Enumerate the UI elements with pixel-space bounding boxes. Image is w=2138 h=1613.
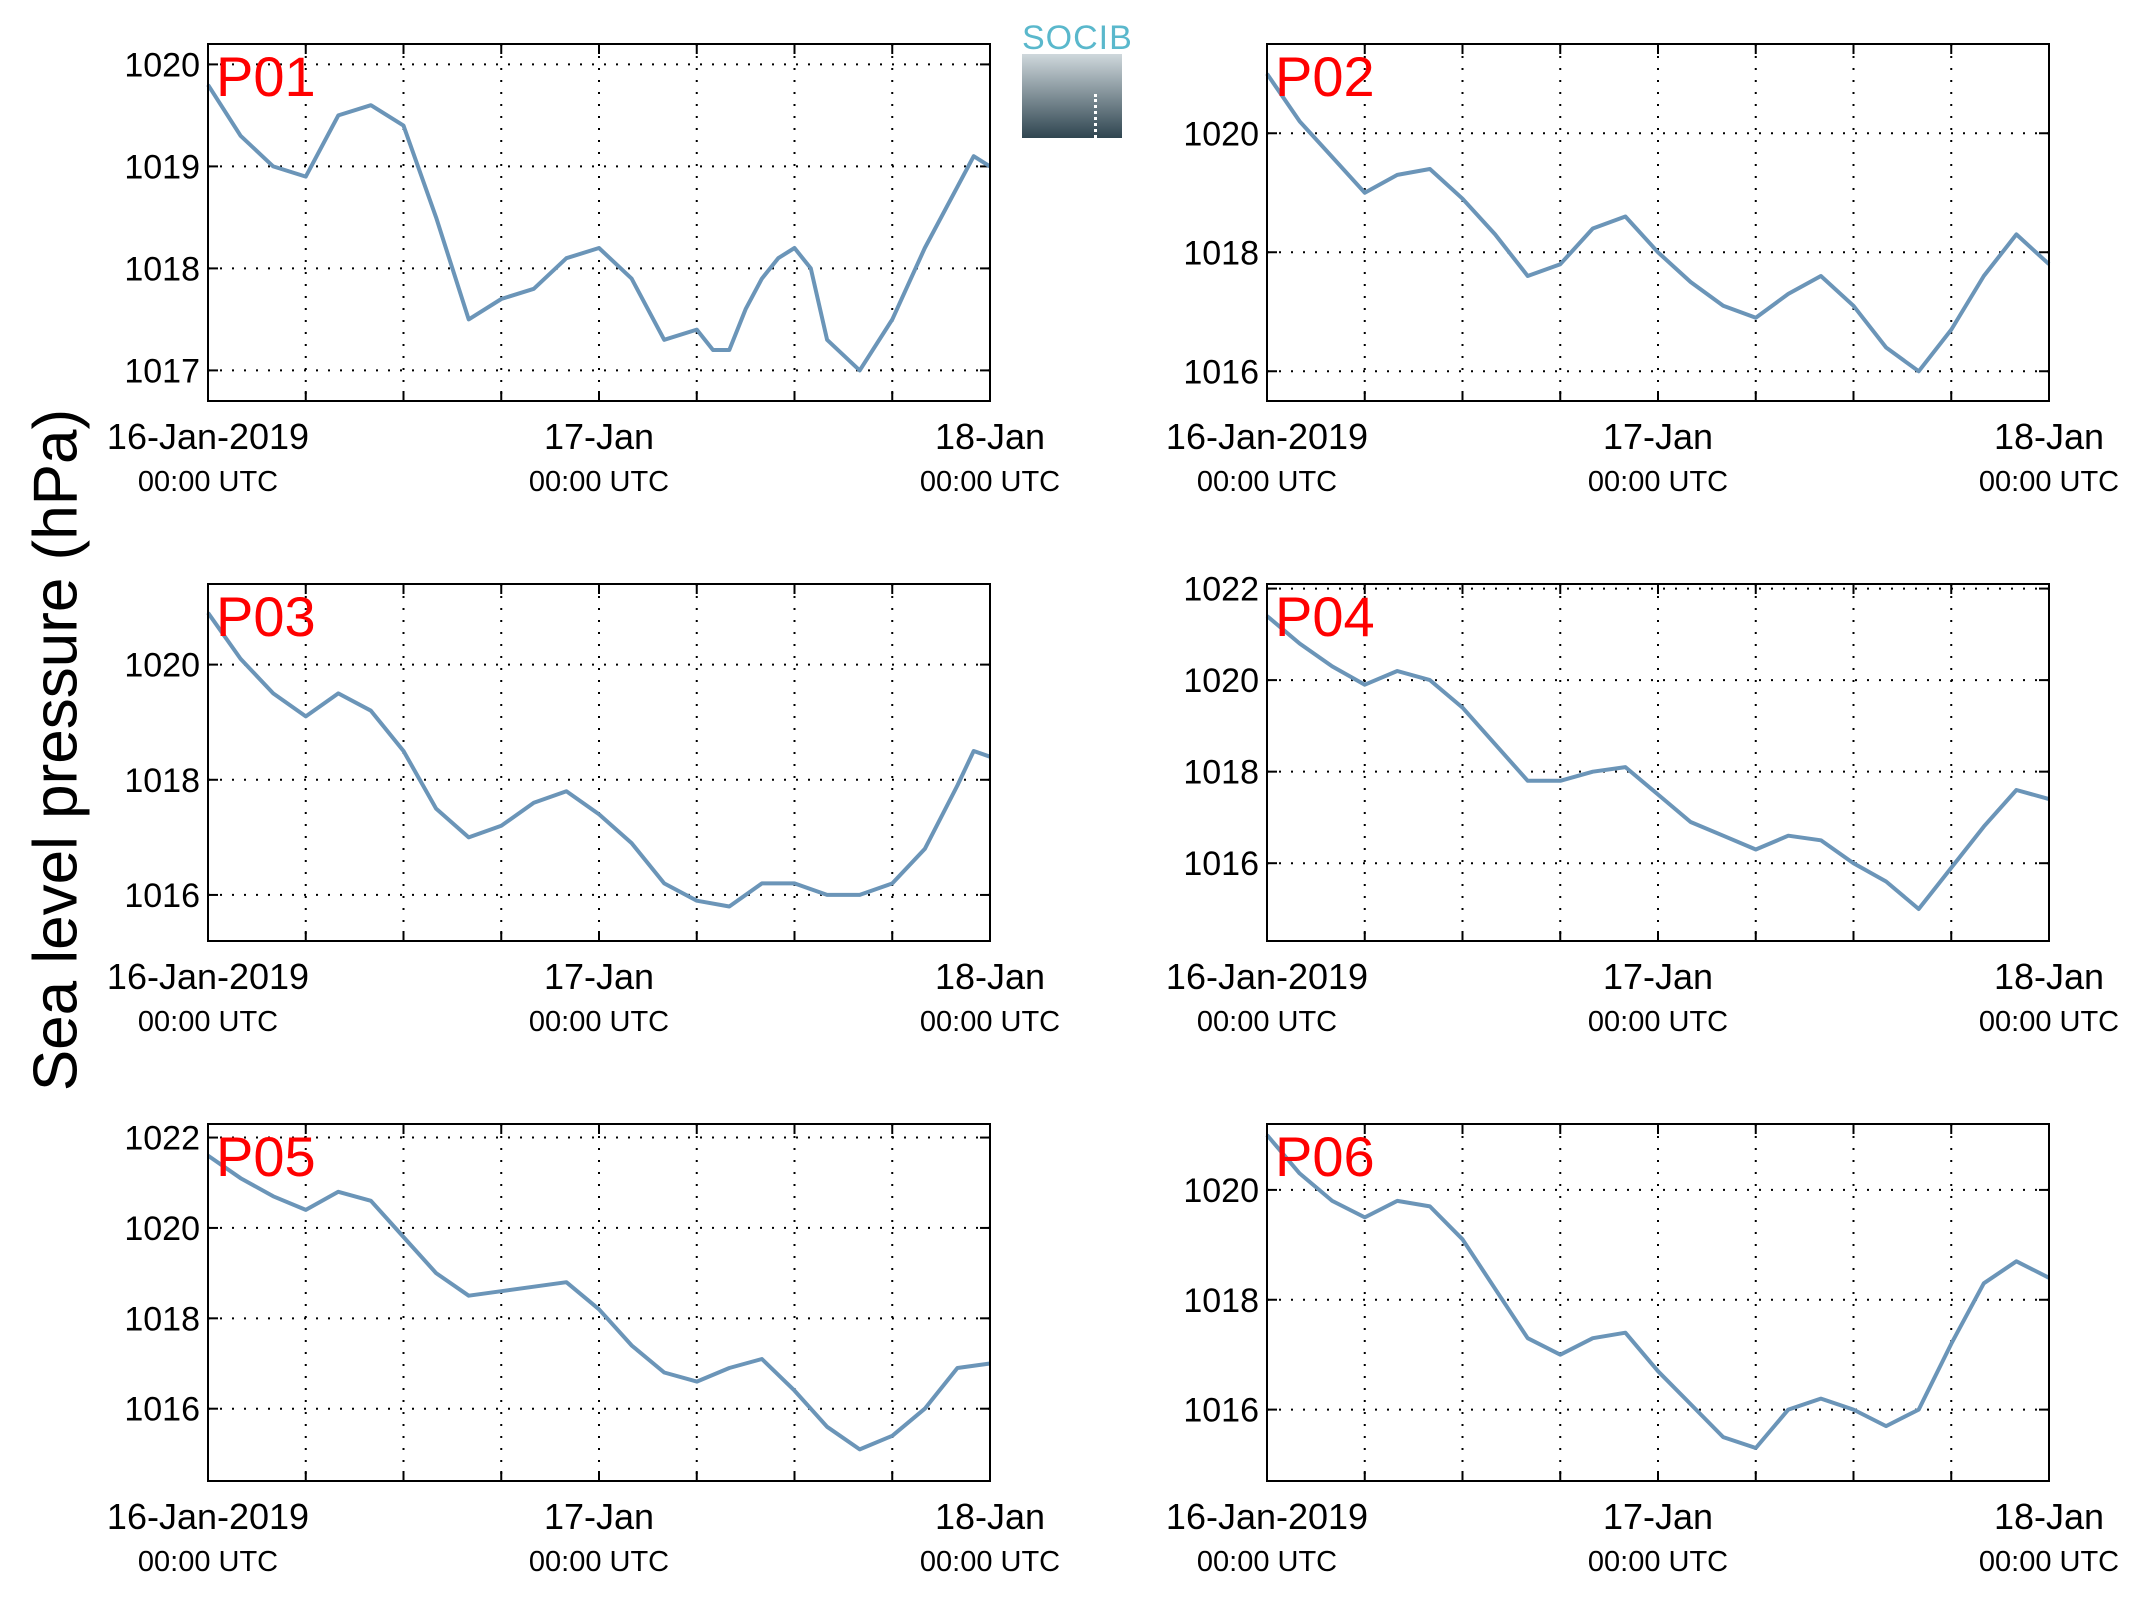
y-tick-label: 1017 [124, 352, 200, 390]
x-tick-label: 17-Jan [544, 956, 654, 997]
x-tick-label: 17-Jan [544, 1496, 654, 1537]
x-tick-sublabel: 00:00 UTC [1197, 466, 1337, 498]
subplot-p01: 1017 1018 1019 1020 16-Jan-2019 00:00 UTC 17-J… [107, 43, 1060, 498]
series-line [1265, 614, 2050, 911]
x-tick-label: 17-Jan [544, 416, 654, 457]
y-tick-label: 1020 [124, 647, 200, 685]
subplot-p03: 1016 1018 1020 16-Jan-2019 00:00 UTC 17-Jan 00… [107, 583, 1060, 1038]
axes-frame [207, 43, 991, 402]
y-tick-label: 1020 [124, 1210, 200, 1248]
axes-frame [1266, 43, 2050, 402]
x-tick-sublabel: 00:00 UTC [1588, 1546, 1728, 1578]
axes-frame [207, 583, 991, 942]
axes-frame [1266, 583, 2050, 942]
panel-label: P03 [216, 585, 316, 648]
x-tick-sublabel: 00:00 UTC [529, 1546, 669, 1578]
x-tick-label: 17-Jan [1603, 1496, 1713, 1537]
x-tick-sublabel: 00:00 UTC [1197, 1006, 1337, 1038]
x-tick-sublabel: 00:00 UTC [920, 1546, 1060, 1578]
series-line [206, 1153, 991, 1452]
x-tick-label: 18-Jan [1994, 956, 2104, 997]
y-tick-label: 1016 [1183, 1392, 1259, 1430]
x-tick-sublabel: 00:00 UTC [920, 1006, 1060, 1038]
y-tick-label: 1020 [1183, 1172, 1259, 1210]
x-tick-label: 18-Jan [1994, 416, 2104, 457]
y-tick-label: 1016 [124, 1391, 200, 1429]
panel-label: P01 [216, 45, 316, 108]
x-tick-sublabel: 00:00 UTC [1197, 1546, 1337, 1578]
x-tick-sublabel: 00:00 UTC [1588, 1006, 1728, 1038]
x-tick-label: 18-Jan [935, 1496, 1045, 1537]
series-line [206, 611, 991, 909]
subplot-p02: 1016 1018 1020 16-Jan-2019 00:00 UTC 17-Jan 00… [1166, 43, 2119, 498]
subplot-p05: 1016 1018 1020 1022 16-Jan-2019 00:00 UTC 17-J… [107, 1120, 1060, 1578]
panel-label: P02 [1275, 45, 1375, 108]
x-tick-label: 16-Jan-2019 [1166, 416, 1368, 457]
x-tick-label: 18-Jan [1994, 1496, 2104, 1537]
x-tick-sublabel: 00:00 UTC [138, 1546, 278, 1578]
y-tick-label: 1022 [1183, 571, 1259, 609]
axes-frame [207, 1123, 991, 1482]
x-tick-sublabel: 00:00 UTC [138, 1006, 278, 1038]
logo-text: SOCIB [1022, 19, 1133, 57]
x-tick-label: 17-Jan [1603, 416, 1713, 457]
series-line [1265, 72, 2051, 374]
logo-dotted-line [1094, 94, 1097, 138]
logo-gradient-box [1022, 54, 1122, 138]
y-tick-label: 1016 [1183, 845, 1259, 883]
series-line [206, 83, 992, 373]
y-tick-label: 1019 [124, 148, 200, 186]
x-tick-label: 17-Jan [1603, 956, 1713, 997]
y-tick-label: 1018 [1183, 1282, 1259, 1320]
x-tick-sublabel: 00:00 UTC [920, 466, 1060, 498]
x-tick-label: 16-Jan-2019 [1166, 956, 1368, 997]
socib-logo: SOCIB [1022, 18, 1133, 138]
x-tick-label: 16-Jan-2019 [107, 956, 309, 997]
panel-label: P05 [216, 1125, 316, 1188]
y-tick-label: 1018 [124, 250, 200, 288]
y-tick-label: 1020 [124, 46, 200, 84]
subplot-p04: 1016 1018 1020 1022 16-Jan-2019 00:00 UTC 17-J… [1166, 571, 2119, 1038]
y-tick-label: 1022 [124, 1120, 200, 1158]
x-tick-sublabel: 00:00 UTC [1979, 1546, 2119, 1578]
x-tick-label: 18-Jan [935, 416, 1045, 457]
y-tick-label: 1018 [124, 762, 200, 800]
y-tick-label: 1016 [124, 877, 200, 915]
y-tick-label: 1020 [1183, 662, 1259, 700]
x-tick-label: 16-Jan-2019 [107, 1496, 309, 1537]
series-line [1265, 1133, 2050, 1450]
x-tick-sublabel: 00:00 UTC [529, 466, 669, 498]
subplot-p06: 1016 1018 1020 16-Jan-2019 00:00 UTC 17-Jan 00… [1166, 1123, 2119, 1578]
x-tick-sublabel: 00:00 UTC [1979, 1006, 2119, 1038]
y-tick-label: 1016 [1183, 353, 1259, 391]
y-axis-label: Sea level pressure (hPa) [21, 408, 91, 1092]
y-tick-label: 1018 [1183, 754, 1259, 792]
panel-label: P04 [1275, 585, 1375, 648]
x-tick-label: 16-Jan-2019 [1166, 1496, 1368, 1537]
y-tick-label: 1018 [1183, 234, 1259, 272]
x-tick-label: 18-Jan [935, 956, 1045, 997]
x-tick-sublabel: 00:00 UTC [529, 1006, 669, 1038]
axes-frame [1266, 1123, 2050, 1482]
x-tick-sublabel: 00:00 UTC [1588, 466, 1728, 498]
y-tick-label: 1020 [1183, 115, 1259, 153]
x-tick-label: 16-Jan-2019 [107, 416, 309, 457]
y-tick-label: 1018 [124, 1300, 200, 1338]
panel-label: P06 [1275, 1125, 1375, 1188]
x-tick-sublabel: 00:00 UTC [1979, 466, 2119, 498]
x-tick-sublabel: 00:00 UTC [138, 466, 278, 498]
